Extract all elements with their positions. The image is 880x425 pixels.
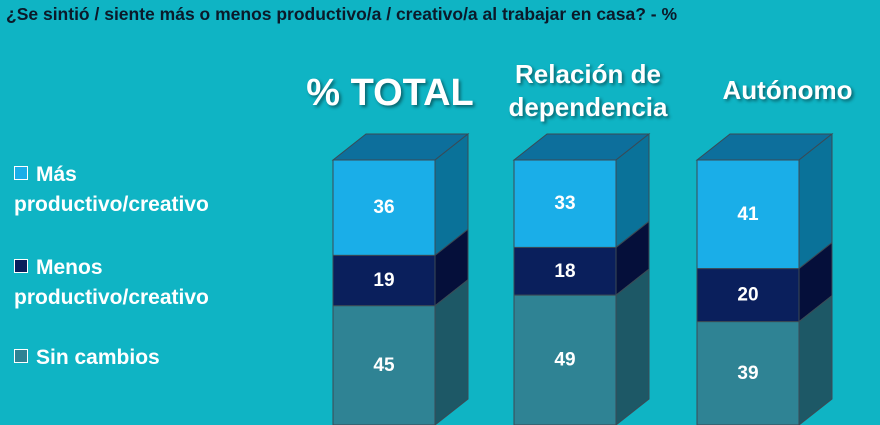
bar-segment-dependencia-menos — [513, 246, 617, 296]
legend-label-menos: Menos — [36, 256, 103, 279]
bar-segment-total-mas — [332, 159, 436, 256]
legend-swatch-mas — [14, 166, 28, 180]
bar-label-total-menos: 19 — [373, 270, 394, 291]
legend-swatch-sin-cambios — [14, 349, 28, 363]
column-header-autonomo: Autónomo — [722, 75, 853, 105]
legend-label-menos-line2: productivo/creativo — [14, 286, 209, 309]
legend-item-menos: Menos productivo/creativo — [14, 253, 209, 313]
legend-label-mas-line2: productivo/creativo — [14, 193, 209, 216]
column-header-dependencia: Relación de dependencia — [508, 59, 668, 122]
bar-segment-total-sin-cambios — [332, 305, 436, 425]
bar-label-autonomo-mas: 41 — [737, 204, 759, 225]
bar-segment-autonomo-mas — [696, 159, 800, 270]
bar-label-autonomo-menos: 20 — [737, 285, 758, 306]
legend-label-mas: Más — [36, 163, 77, 186]
bar-label-dependencia-mas: 33 — [554, 193, 575, 214]
bar-label-dependencia-menos: 18 — [554, 261, 575, 282]
bar-side-total-sin-cambios — [434, 278, 469, 425]
bar-side-dependencia-sin-cambios — [615, 268, 650, 425]
legend-item-sin-cambios: Sin cambios — [14, 343, 160, 373]
bar-segment-dependencia-mas — [513, 159, 617, 248]
bar-label-autonomo-sin-cambios: 39 — [737, 363, 758, 384]
bar-segment-dependencia-sin-cambios — [513, 294, 617, 425]
bar-segment-autonomo-sin-cambios — [696, 321, 800, 425]
question-title: ¿Se sintió / siente más o menos producti… — [6, 4, 678, 24]
legend-swatch-menos — [14, 259, 28, 273]
column-header-total: % TOTAL — [306, 72, 474, 114]
bar-label-dependencia-sin-cambios: 49 — [554, 350, 575, 371]
legend-item-mas: Más productivo/creativo — [14, 160, 209, 220]
bar-label-total-mas: 36 — [373, 197, 394, 218]
legend-label-sin-cambios: Sin cambios — [36, 346, 160, 369]
bar-label-total-sin-cambios: 45 — [373, 355, 395, 376]
